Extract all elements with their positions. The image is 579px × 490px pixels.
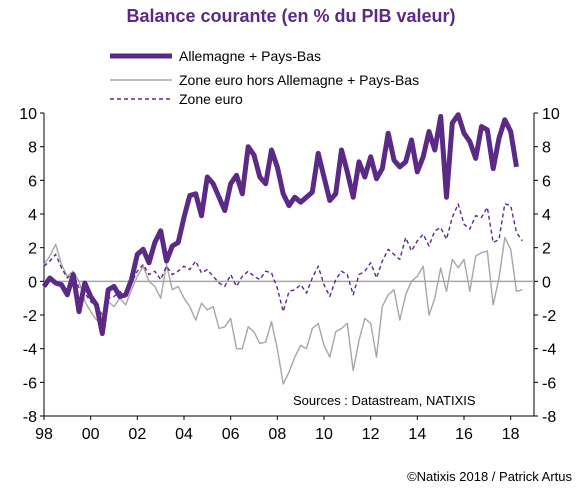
legend-label-allemagne-pays-bas: Allemagne + Pays-Bas xyxy=(179,48,321,64)
legend-label-zone-euro-hors: Zone euro hors Allemagne + Pays-Bas xyxy=(179,72,419,88)
series-line-2 xyxy=(43,203,523,316)
series-line-1 xyxy=(43,236,523,385)
y-tick-label-left: -2 xyxy=(23,308,37,325)
y-tick-label-left: -4 xyxy=(23,342,37,359)
y-tick-label-left: -8 xyxy=(23,409,37,426)
x-tick-label: 18 xyxy=(502,426,520,443)
y-tick-label-left: 10 xyxy=(19,106,37,123)
chart-title: Balance courante (en % du PIB valeur) xyxy=(126,6,455,26)
y-tick-label-right: -6 xyxy=(542,375,556,392)
y-tick-label-left: 2 xyxy=(28,241,37,258)
source-note: Sources : Datastream, NATIXIS xyxy=(293,393,476,408)
y-tick-label-right: 6 xyxy=(542,173,551,190)
x-tick-label: 98 xyxy=(35,426,53,443)
y-tick-label-right: -4 xyxy=(542,342,556,359)
y-tick-label-right: -2 xyxy=(542,308,556,325)
y-tick-label-left: 8 xyxy=(28,140,37,157)
x-tick-label: 00 xyxy=(82,426,100,443)
y-tick-label-right: 10 xyxy=(542,106,560,123)
y-tick-label-right: 2 xyxy=(542,241,551,258)
x-tick-label: 02 xyxy=(128,426,146,443)
y-tick-label-left: 6 xyxy=(28,173,37,190)
legend: Allemagne + Pays-Bas Zone euro hors Alle… xyxy=(110,48,419,107)
x-tick-label: 04 xyxy=(175,426,193,443)
x-tick-label: 16 xyxy=(455,426,473,443)
x-tick-label: 06 xyxy=(222,426,240,443)
x-tick-label: 12 xyxy=(362,426,380,443)
axes: 10 108 86 64 42 20 0-2 -2-4 -4-6 -6-8 -898 00 02 04 06… xyxy=(19,106,560,443)
x-tick-label: 10 xyxy=(315,426,333,443)
credit-text: ©Natixis 2018 / Patrick Artus xyxy=(407,469,572,484)
y-tick-label-left: -6 xyxy=(23,375,37,392)
y-tick-label-right: 4 xyxy=(542,207,551,224)
y-tick-label-right: 0 xyxy=(542,274,551,291)
y-tick-label-right: 8 xyxy=(542,140,551,157)
y-tick-label-left: 0 xyxy=(28,274,37,291)
x-tick-label: 14 xyxy=(408,426,426,443)
y-tick-label-right: -8 xyxy=(542,409,556,426)
y-tick-label-left: 4 xyxy=(28,207,37,224)
series-layer xyxy=(41,112,523,385)
x-tick-label: 08 xyxy=(268,426,286,443)
legend-label-zone-euro: Zone euro xyxy=(179,91,243,107)
series-line-0 xyxy=(41,112,519,336)
